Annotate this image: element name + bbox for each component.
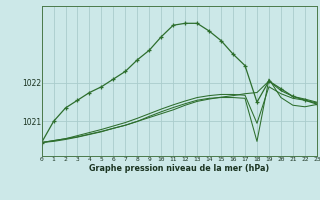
X-axis label: Graphe pression niveau de la mer (hPa): Graphe pression niveau de la mer (hPa) (89, 164, 269, 173)
